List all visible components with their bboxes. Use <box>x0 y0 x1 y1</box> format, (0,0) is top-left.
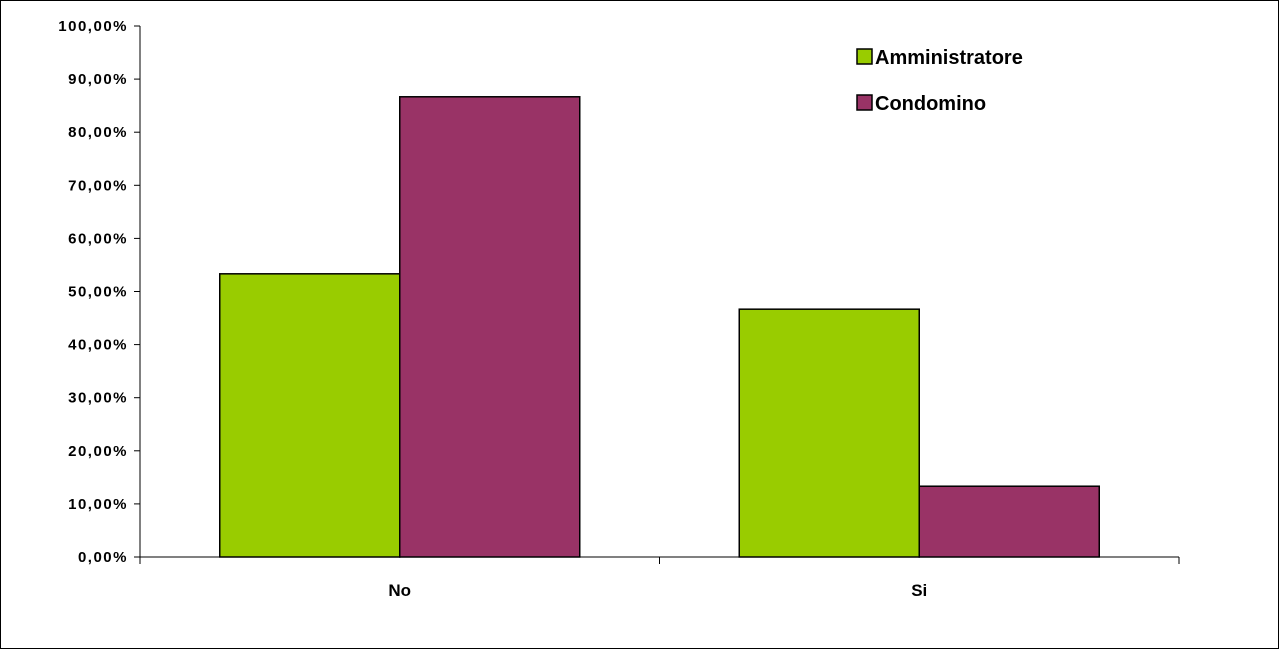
legend-label-condomino: Condomino <box>875 93 986 115</box>
legend-swatch-amministratore <box>856 48 873 65</box>
y-tick-label: 0,00% <box>78 549 128 566</box>
y-tick-label: 20,00% <box>68 443 128 460</box>
y-tick-label: 40,00% <box>68 337 128 354</box>
x-tick-label: Si <box>911 581 927 600</box>
y-tick-label: 80,00% <box>68 124 128 141</box>
y-tick-label: 90,00% <box>68 71 128 88</box>
y-tick-label: 50,00% <box>68 284 128 301</box>
legend-label-amministratore: Amministratore <box>875 47 1023 69</box>
legend-swatch-condomino <box>856 94 873 111</box>
y-tick-label: 100,00% <box>58 18 128 35</box>
y-tick-label: 30,00% <box>68 390 128 407</box>
y-tick-label: 60,00% <box>68 230 128 247</box>
bar-amministratore-no <box>219 273 401 558</box>
y-tick-label: 70,00% <box>68 177 128 194</box>
bar-condomino-no <box>399 96 581 558</box>
bar-condomino-si <box>918 485 1100 558</box>
x-tick-label: No <box>388 581 411 600</box>
y-tick-label: 10,00% <box>68 496 128 513</box>
bar-amministratore-si <box>738 308 920 558</box>
